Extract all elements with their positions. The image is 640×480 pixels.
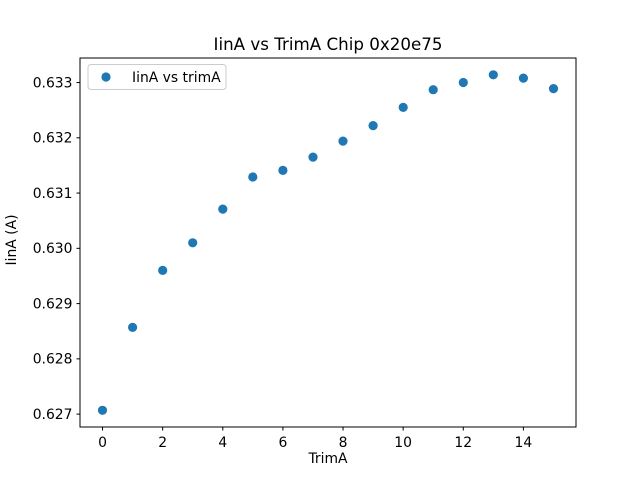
x-axis-ticks: 0 2 4 6 8 10 12 14	[98, 427, 532, 451]
data-point	[128, 322, 138, 332]
data-point	[548, 84, 559, 94]
data-point	[308, 152, 318, 162]
y-tick-label: 0.629	[33, 296, 73, 312]
y-tick-label: 0.632	[33, 131, 73, 147]
x-axis-label: TrimA	[307, 451, 348, 467]
data-point	[338, 136, 348, 146]
data-point	[188, 238, 198, 248]
x-tick-label: 2	[158, 435, 167, 451]
x-tick-label: 10	[394, 435, 412, 451]
data-point	[518, 73, 529, 83]
data-point	[218, 204, 228, 214]
y-axis-ticks: 0.627 0.628 0.629 0.630 0.631 0.632 0.633	[33, 75, 80, 423]
data-point	[278, 165, 288, 175]
x-tick-label: 8	[339, 435, 348, 451]
legend-box	[87, 64, 227, 90]
y-tick-label: 0.633	[33, 75, 73, 91]
plot-area	[79, 57, 577, 428]
scatter-points	[97, 70, 559, 415]
data-point	[398, 102, 408, 112]
x-tick-label: 6	[278, 435, 287, 451]
data-point	[428, 85, 438, 95]
legend-marker-icon	[101, 72, 111, 82]
data-point	[458, 77, 468, 88]
chart-title: IinA vs TrimA Chip 0x20e75	[214, 34, 443, 54]
data-point	[158, 265, 168, 275]
data-point	[488, 70, 498, 80]
data-point	[97, 405, 108, 415]
y-tick-label: 0.628	[33, 352, 73, 368]
x-tick-label: 14	[515, 435, 533, 451]
data-point	[368, 121, 378, 131]
x-tick-label: 12	[454, 435, 472, 451]
y-tick-label: 0.627	[33, 407, 73, 423]
legend: IinA vs trimA	[87, 64, 227, 90]
x-tick-label: 0	[98, 435, 107, 451]
y-tick-label: 0.630	[33, 241, 73, 257]
legend-label: IinA vs trimA	[132, 70, 221, 86]
y-axis-label: IinA (A)	[4, 214, 20, 265]
x-tick-label: 4	[218, 435, 227, 451]
data-point	[248, 172, 258, 182]
y-tick-label: 0.631	[33, 186, 73, 202]
